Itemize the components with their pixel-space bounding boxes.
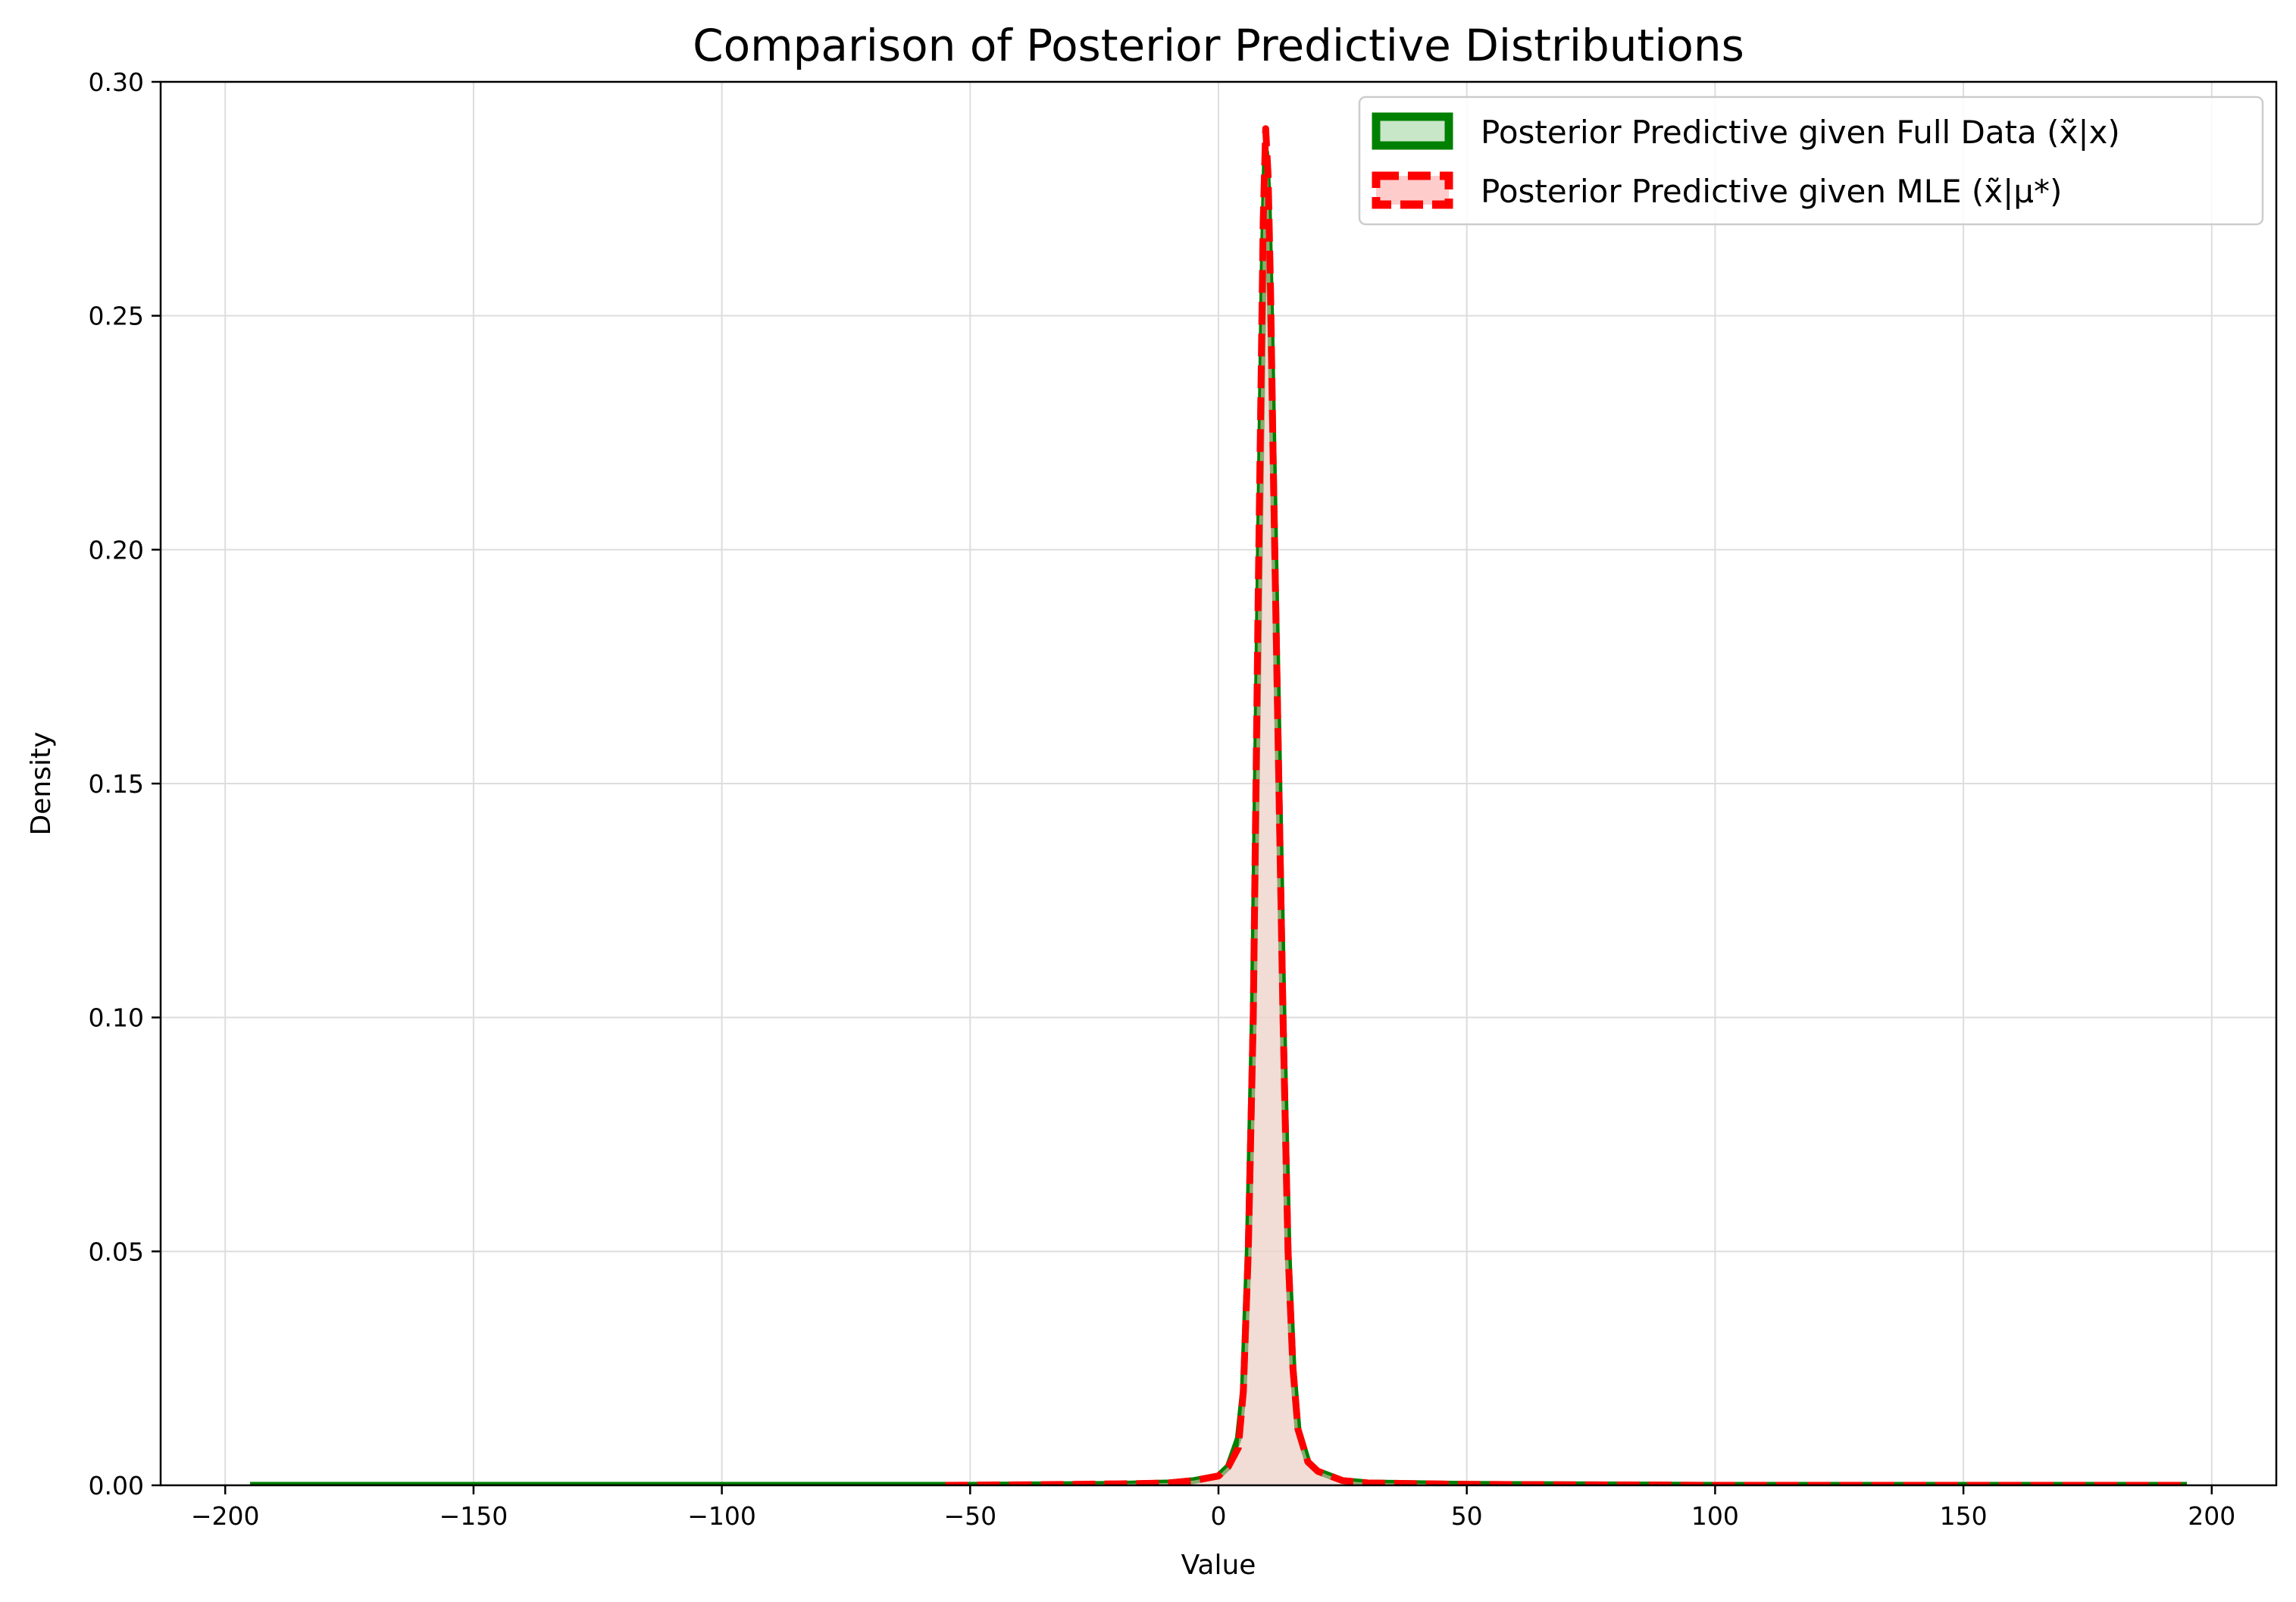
y-axis-ticks: 0.00 0.05 0.10 0.15 0.20 0.25 0.30 xyxy=(89,67,161,1500)
legend: Posterior Predictive given Full Data (x̃… xyxy=(1358,95,2264,226)
x-axis-ticks: −200 −150 −100 −50 0 50 100 150 200 xyxy=(191,1485,2235,1531)
y-axis-label: Density xyxy=(26,732,57,836)
chart-title: Comparison of Posterior Predictive Distr… xyxy=(693,20,1744,71)
y-tick-label: 0.05 xyxy=(89,1237,144,1266)
x-tick-label: −200 xyxy=(191,1501,260,1531)
grid-lines xyxy=(161,81,2276,1486)
legend-swatch-full-data xyxy=(1372,112,1453,150)
legend-entry-full-data: Posterior Predictive given Full Data (x̃… xyxy=(1481,114,2120,151)
series-layer xyxy=(250,125,2187,1485)
x-tick-label: −150 xyxy=(439,1501,508,1531)
x-tick-label: 50 xyxy=(1451,1501,1483,1531)
x-tick-label: 150 xyxy=(1940,1501,1988,1531)
x-tick-label: −50 xyxy=(943,1501,996,1531)
series-line-mle xyxy=(945,125,2187,1485)
x-tick-label: −100 xyxy=(687,1501,756,1531)
y-tick-label: 0.10 xyxy=(89,1003,144,1033)
legend-frame xyxy=(1358,95,2264,226)
x-axis-label: Value xyxy=(1181,1550,1256,1581)
legend-entry-mle: Posterior Predictive given MLE (x̃|μ*) xyxy=(1481,173,2062,210)
x-tick-label: 100 xyxy=(1691,1501,1739,1531)
x-tick-label: 0 xyxy=(1211,1501,1227,1531)
y-tick-label: 0.00 xyxy=(89,1471,144,1500)
x-tick-label: 200 xyxy=(2188,1501,2235,1531)
legend-swatch-mle xyxy=(1372,171,1453,209)
y-tick-label: 0.25 xyxy=(89,302,144,331)
y-tick-label: 0.15 xyxy=(89,769,144,799)
y-tick-label: 0.20 xyxy=(89,535,144,565)
series-area-mle xyxy=(945,128,2187,1485)
y-tick-label: 0.30 xyxy=(89,67,144,97)
